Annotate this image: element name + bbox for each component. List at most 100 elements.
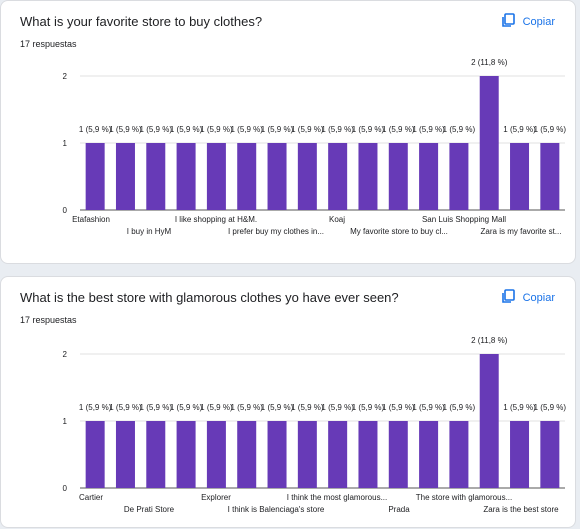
bar-data-label: 1 (5,9 %) xyxy=(261,403,294,412)
bar-data-label: 1 (5,9 %) xyxy=(140,403,173,412)
category-label: San Luis Shopping Mall xyxy=(422,215,506,224)
bar-data-label: 1 (5,9 %) xyxy=(534,403,567,412)
bar-data-label: 1 (5,9 %) xyxy=(503,125,536,134)
copy-icon xyxy=(501,13,515,30)
chart-bar[interactable] xyxy=(479,354,499,488)
category-label: Koaj xyxy=(329,215,345,224)
chart-bar[interactable] xyxy=(449,143,469,210)
response-count: 17 respuestas xyxy=(20,315,77,325)
chart-bar[interactable] xyxy=(237,143,257,210)
question-title: What is the best store with glamorous cl… xyxy=(20,290,399,305)
question-title: What is your favorite store to buy cloth… xyxy=(20,14,263,29)
bar-data-label: 1 (5,9 %) xyxy=(443,125,476,134)
bar-data-label: 2 (11,8 %) xyxy=(471,336,508,345)
bar-data-label: 1 (5,9 %) xyxy=(443,403,476,412)
category-label: I think the most glamorous... xyxy=(287,493,388,502)
chart-bar[interactable] xyxy=(479,76,499,210)
bar-data-label: 1 (5,9 %) xyxy=(109,125,142,134)
chart-bar[interactable] xyxy=(540,421,560,488)
chart-bar[interactable] xyxy=(176,143,196,210)
chart-bar[interactable] xyxy=(419,421,439,488)
question-card-1: What is your favorite store to buy cloth… xyxy=(0,0,576,264)
chart-bar[interactable] xyxy=(388,421,408,488)
chart-bar[interactable] xyxy=(449,421,469,488)
category-label: I prefer buy my clothes in... xyxy=(228,227,324,236)
bar-data-label: 1 (5,9 %) xyxy=(534,125,567,134)
category-label: Etafashion xyxy=(72,215,110,224)
category-label: I buy in HyM xyxy=(127,227,172,236)
chart-bar[interactable] xyxy=(267,143,287,210)
copy-chart-button[interactable]: Copiar xyxy=(501,289,555,306)
category-label: Prada xyxy=(388,505,410,514)
chart-bar[interactable] xyxy=(176,421,196,488)
bar-data-label: 1 (5,9 %) xyxy=(291,125,324,134)
bar-data-label: 1 (5,9 %) xyxy=(230,403,263,412)
y-tick-label: 2 xyxy=(63,72,68,81)
chart-bar[interactable] xyxy=(510,421,530,488)
bar-data-label: 1 (5,9 %) xyxy=(200,403,233,412)
chart-bar[interactable] xyxy=(358,143,378,210)
question-card-2: What is the best store with glamorous cl… xyxy=(0,276,576,528)
category-label: I think is Balenciaga's store xyxy=(228,505,325,514)
chart-bar[interactable] xyxy=(328,143,348,210)
category-label: Cartier xyxy=(79,493,103,502)
bar-data-label: 1 (5,9 %) xyxy=(321,403,354,412)
chart-bar[interactable] xyxy=(540,143,560,210)
chart-bar[interactable] xyxy=(85,421,105,488)
copy-chart-button[interactable]: Copiar xyxy=(501,13,555,30)
bar-data-label: 1 (5,9 %) xyxy=(140,125,173,134)
bar-data-label: 1 (5,9 %) xyxy=(170,403,203,412)
bar-data-label: 1 (5,9 %) xyxy=(170,125,203,134)
bar-data-label: 1 (5,9 %) xyxy=(261,125,294,134)
chart-bar[interactable] xyxy=(85,143,105,210)
y-tick-label: 1 xyxy=(63,417,68,426)
category-label: Explorer xyxy=(201,493,231,502)
y-tick-label: 1 xyxy=(63,139,68,148)
bar-data-label: 1 (5,9 %) xyxy=(352,125,385,134)
chart-bar[interactable] xyxy=(297,143,317,210)
category-label: My favorite store to buy cl... xyxy=(350,227,448,236)
y-tick-label: 2 xyxy=(63,350,68,359)
chart-bar[interactable] xyxy=(115,143,135,210)
y-tick-label: 0 xyxy=(63,484,68,493)
bar-data-label: 1 (5,9 %) xyxy=(382,403,415,412)
chart-bar[interactable] xyxy=(146,421,166,488)
bar-data-label: 1 (5,9 %) xyxy=(321,125,354,134)
bar-data-label: 1 (5,9 %) xyxy=(412,403,445,412)
bar-data-label: 1 (5,9 %) xyxy=(200,125,233,134)
bar-data-label: 1 (5,9 %) xyxy=(230,125,263,134)
bar-data-label: 1 (5,9 %) xyxy=(109,403,142,412)
bar-data-label: 2 (11,8 %) xyxy=(471,58,508,67)
y-tick-label: 0 xyxy=(63,206,68,215)
response-count: 17 respuestas xyxy=(20,39,77,49)
chart-bar[interactable] xyxy=(206,421,226,488)
chart-bar[interactable] xyxy=(419,143,439,210)
bar-data-label: 1 (5,9 %) xyxy=(79,403,112,412)
chart-bar[interactable] xyxy=(237,421,257,488)
chart-bar[interactable] xyxy=(146,143,166,210)
chart-bar[interactable] xyxy=(267,421,287,488)
bar-data-label: 1 (5,9 %) xyxy=(79,125,112,134)
bar-data-label: 1 (5,9 %) xyxy=(382,125,415,134)
chart-bar[interactable] xyxy=(297,421,317,488)
bar-data-label: 1 (5,9 %) xyxy=(503,403,536,412)
chart-bar[interactable] xyxy=(388,143,408,210)
chart-bar[interactable] xyxy=(358,421,378,488)
copy-label: Copiar xyxy=(522,15,555,28)
copy-label: Copiar xyxy=(522,291,555,304)
chart-bar[interactable] xyxy=(206,143,226,210)
copy-icon xyxy=(501,289,515,306)
category-label: De Prati Store xyxy=(124,505,175,514)
category-label: I like shopping at H&M. xyxy=(175,215,257,224)
bar-data-label: 1 (5,9 %) xyxy=(352,403,385,412)
category-label: Zara is the best store xyxy=(483,505,559,514)
category-label: The store with glamorous... xyxy=(416,493,512,502)
bar-data-label: 1 (5,9 %) xyxy=(412,125,445,134)
bar-data-label: 1 (5,9 %) xyxy=(291,403,324,412)
chart-bar[interactable] xyxy=(115,421,135,488)
chart-bar[interactable] xyxy=(328,421,348,488)
chart-bar[interactable] xyxy=(510,143,530,210)
category-label: Zara is my favorite st... xyxy=(481,227,562,236)
